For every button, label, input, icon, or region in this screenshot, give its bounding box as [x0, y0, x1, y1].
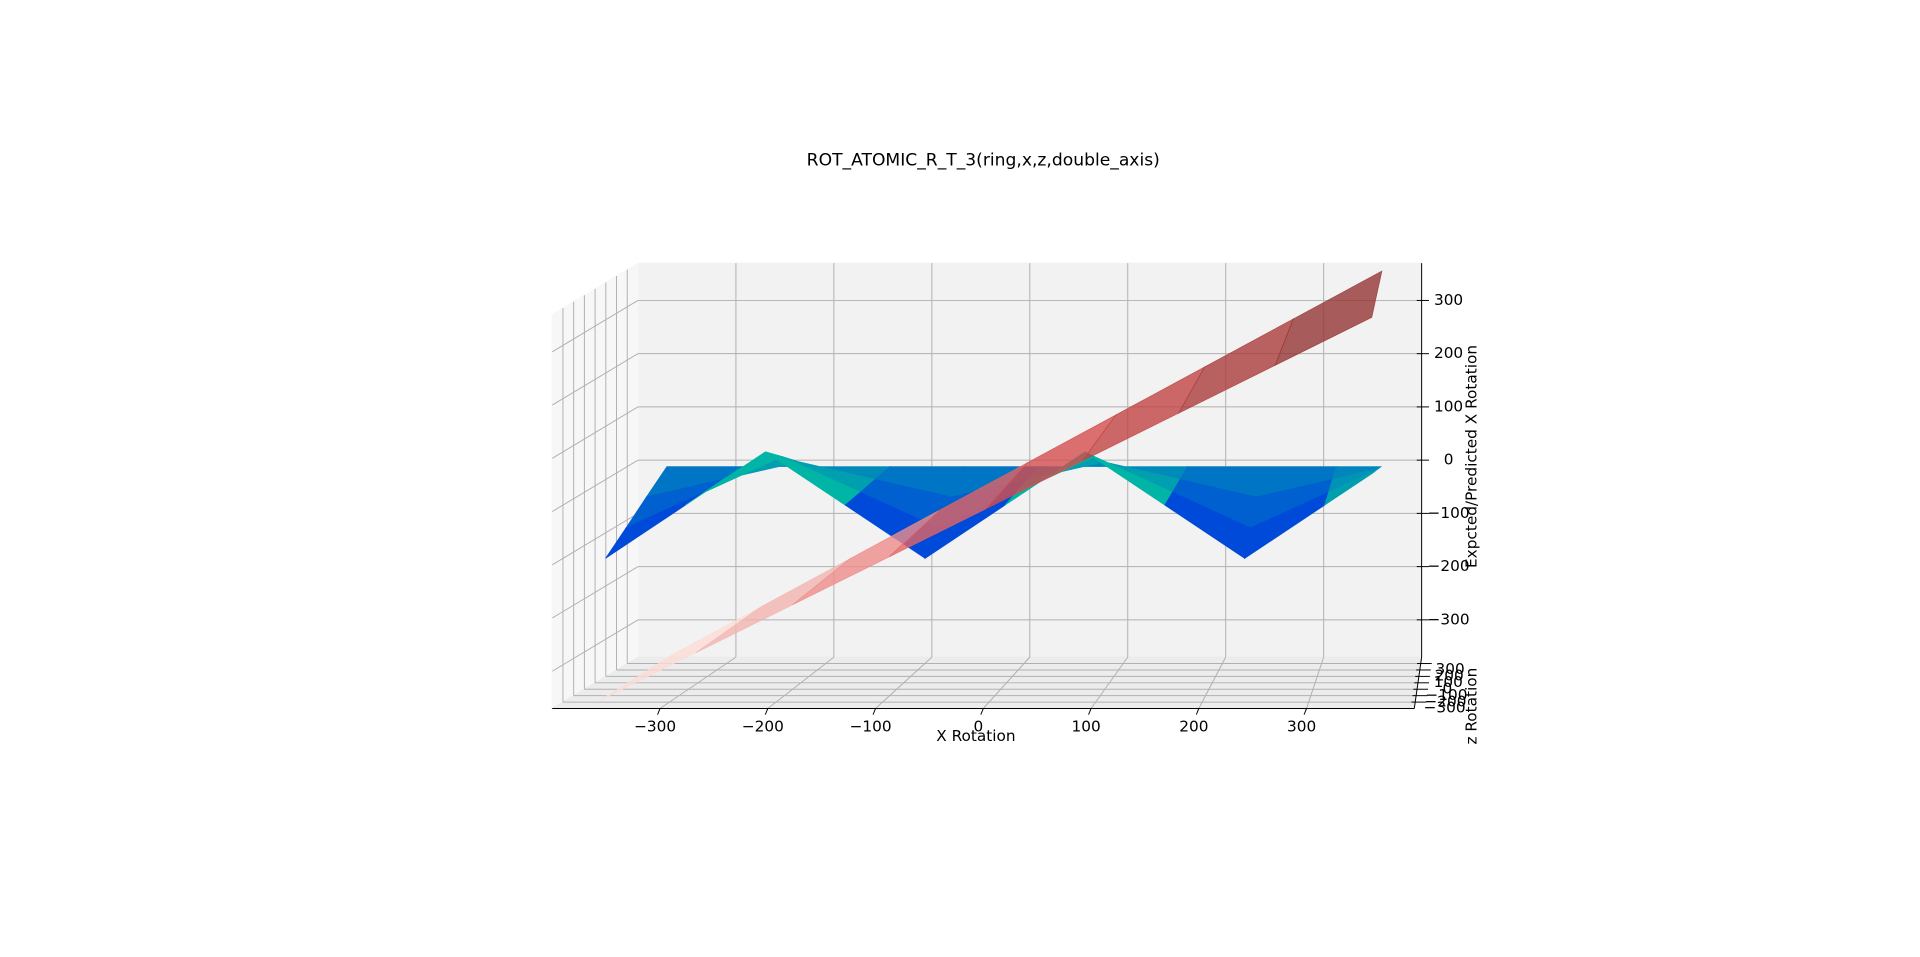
x-tick-label: −100	[850, 717, 892, 735]
y-tick-label: 300	[1435, 660, 1464, 678]
x-tick-label: −200	[742, 717, 784, 735]
y-tick-label: 100	[1434, 673, 1463, 691]
y-tick-label: −200	[1424, 692, 1466, 710]
z-tick-label: 300	[1434, 291, 1463, 309]
x-tick-label: 0	[973, 717, 983, 735]
x-tick	[1195, 708, 1200, 715]
x-axis-label: X Rotation	[936, 727, 1015, 745]
grid	[551, 263, 1422, 709]
y-tick-label: −100	[1425, 686, 1467, 704]
z-tick-label: −300	[1428, 610, 1470, 628]
x-tick-label: 200	[1179, 717, 1208, 735]
x-tick-label: −300	[634, 717, 676, 735]
y-tick-label: 200	[1435, 667, 1464, 685]
chart-title: ROT_ATOMIC_R_T_3(ring,x,z,double_axis)	[807, 150, 1160, 170]
y-tick-label: −300	[1424, 699, 1466, 717]
z-tick-label: −100	[1428, 504, 1470, 522]
surface-patch	[1324, 470, 1376, 506]
x-tick	[872, 708, 876, 715]
y-axis-line	[1413, 657, 1423, 709]
surface-patch	[1274, 270, 1383, 366]
x-tick	[657, 708, 661, 715]
x-tick	[1303, 708, 1307, 715]
x-tick	[1088, 708, 1092, 715]
z-tick-label: 0	[1444, 451, 1454, 469]
axes: −300 −200 −100 0 100 200 300−300−200−100010020…	[552, 263, 1470, 735]
z-tick-label: 100	[1434, 397, 1463, 415]
x-tick	[980, 708, 984, 715]
y-axis-label: z Rotation	[1462, 668, 1480, 745]
x-tick	[764, 708, 769, 715]
z-axis-label: Expcted/Predicted X Rotation	[1462, 345, 1480, 568]
surfaces	[599, 270, 1383, 701]
x-tick-label: 100	[1072, 717, 1101, 735]
y-tick-label: 0	[1442, 679, 1452, 697]
z-tick-label: −200	[1428, 557, 1470, 575]
z-tick-label: 200	[1434, 344, 1463, 362]
x-tick-label: 300	[1287, 717, 1316, 735]
